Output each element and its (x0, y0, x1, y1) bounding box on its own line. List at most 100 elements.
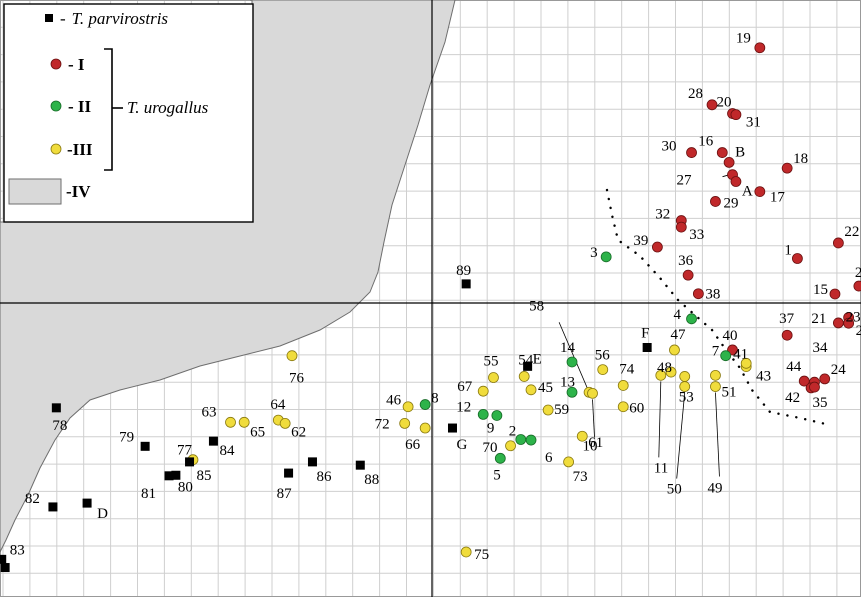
point-label-18: 18 (793, 151, 808, 167)
point-48 (665, 366, 677, 378)
point-63 (225, 416, 236, 428)
point-label-40: 40 (723, 328, 738, 344)
point-28 (706, 99, 718, 111)
point-label-34: 34 (812, 340, 828, 356)
point-label-87: 87 (277, 486, 293, 502)
point-label-G: G (456, 437, 467, 453)
point-label-E: E (533, 351, 542, 367)
point-label-8: 8 (431, 391, 439, 407)
point-73 (563, 456, 574, 468)
point-label-4: 4 (674, 307, 682, 323)
point-39 (651, 241, 663, 253)
point-label-53: 53 (679, 389, 694, 405)
leader-50 (676, 392, 686, 479)
point-label-72: 72 (375, 416, 390, 432)
point-74 (617, 380, 629, 391)
point-12 (477, 408, 489, 420)
point-F (642, 342, 652, 352)
point-label-81: 81 (141, 486, 156, 502)
point-label-83: 83 (10, 542, 25, 558)
legend-item-ii: - II (68, 97, 92, 116)
point-label-25: 25 (856, 323, 861, 339)
point-49 (710, 381, 721, 392)
point-36 (682, 269, 694, 281)
point-label-74: 74 (619, 361, 635, 377)
point-label-15: 15 (813, 282, 828, 298)
point-24 (819, 373, 831, 385)
data-points (0, 42, 861, 573)
region-iv (0, 0, 456, 553)
point-18 (781, 162, 793, 174)
point-label-36: 36 (678, 253, 694, 269)
point-label-86: 86 (316, 469, 332, 485)
point-label-10: 10 (583, 438, 598, 454)
point-label-48: 48 (657, 360, 672, 376)
point-14 (566, 356, 578, 368)
legend-swatch-iv (8, 178, 62, 205)
point-11 (655, 369, 667, 381)
point-3 (600, 251, 612, 263)
point-label-17: 17 (770, 190, 786, 206)
leader-10 (592, 399, 595, 438)
point-84 (208, 436, 218, 446)
point-30 (686, 147, 697, 158)
point-65 (238, 416, 250, 428)
point-83 (0, 554, 7, 564)
point-label-62: 62 (291, 424, 306, 440)
point-label-84: 84 (219, 443, 235, 459)
legend-marker-iii (50, 143, 62, 155)
point-label-7: 7 (712, 344, 720, 360)
legend-label-t-parvirostris: T. parvirostris (72, 9, 169, 28)
point-A (730, 176, 742, 187)
point-21 (832, 317, 844, 329)
point-54 (518, 371, 530, 382)
point-label-11: 11 (654, 460, 668, 476)
point-25 (843, 317, 855, 329)
legend-marker-ii (50, 100, 62, 112)
point-label-13: 13 (560, 374, 575, 390)
point-label-24: 24 (831, 362, 847, 378)
point-label-14: 14 (560, 340, 576, 356)
point-79 (140, 441, 150, 451)
point-label-43: 43 (756, 368, 771, 384)
point-87 (284, 468, 294, 478)
point-76 (286, 350, 298, 362)
legend-item-i: - I (68, 55, 85, 74)
legend-marker-i (50, 58, 62, 70)
point-33 (675, 221, 687, 233)
point-82 (48, 502, 58, 512)
point-label-42: 42 (785, 390, 800, 406)
point-label-61: 61 (588, 435, 603, 451)
point-G (447, 423, 457, 433)
point-label-3: 3 (590, 245, 598, 261)
point-label-22: 22 (844, 224, 859, 240)
point-72 (399, 417, 411, 429)
point-85 (185, 457, 195, 467)
legend: - T. parvirostris - I - II -III -IV T. ur… (3, 3, 254, 223)
point-label-51: 51 (721, 384, 736, 400)
point-40 (727, 344, 738, 356)
point-2 (515, 434, 527, 445)
point-51 (710, 369, 721, 381)
point-label-63: 63 (202, 404, 217, 420)
point-D (82, 498, 92, 508)
point-label-73: 73 (573, 469, 588, 485)
point-label-50: 50 (667, 482, 682, 498)
point-label-54: 54 (518, 352, 534, 368)
leader-49 (715, 392, 720, 477)
point-label-1: 1 (784, 243, 792, 259)
point-56 (597, 364, 609, 376)
point-label-28: 28 (688, 86, 703, 102)
point-37 (781, 329, 793, 341)
point-label-59: 59 (554, 402, 569, 418)
point-label-37: 37 (779, 311, 795, 327)
point-label-78: 78 (52, 418, 67, 434)
point-66 (419, 422, 431, 434)
point-label-41: 41 (733, 347, 748, 363)
legend-item-iv: -IV (66, 182, 91, 201)
point-62 (279, 417, 291, 429)
point-55 (488, 372, 499, 383)
point-label-30: 30 (662, 139, 677, 155)
point-59 (542, 404, 554, 416)
point-6 (525, 434, 537, 446)
